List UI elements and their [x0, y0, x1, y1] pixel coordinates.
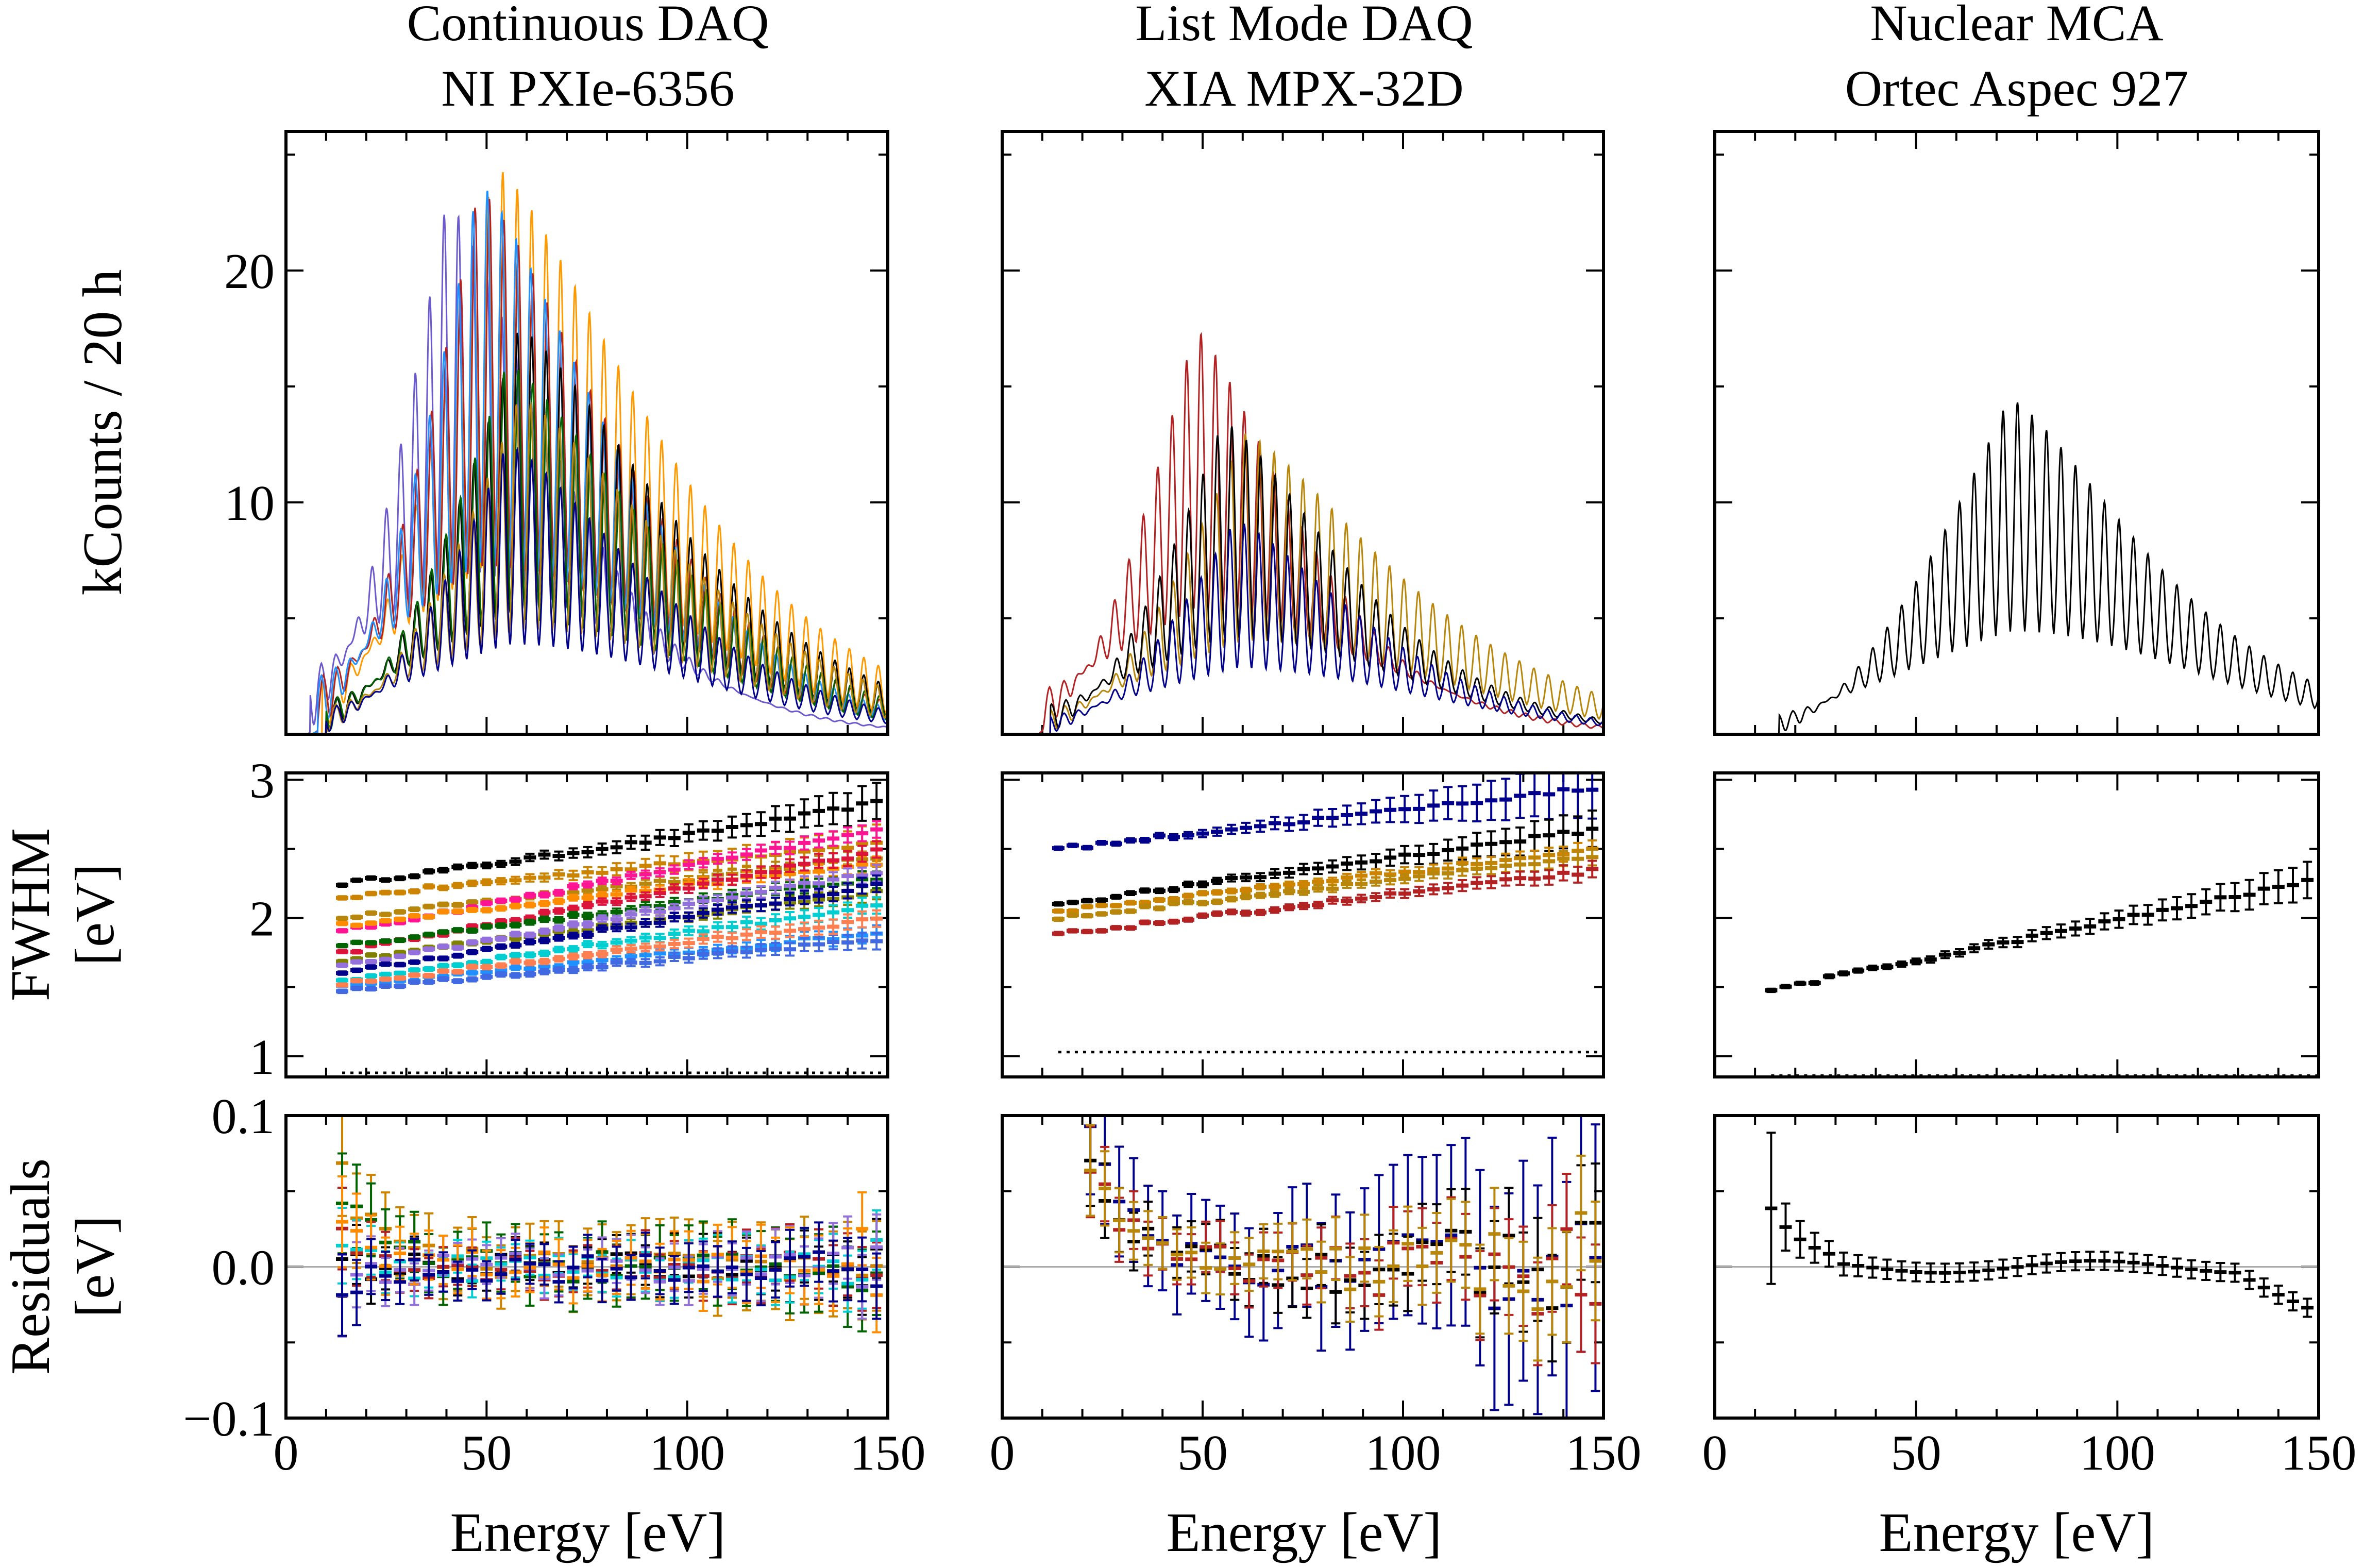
x-axis-label: Energy [eV] — [1167, 1502, 1442, 1563]
fwhm-series — [336, 909, 883, 988]
fwhm-series — [1052, 859, 1599, 936]
fwhm-series — [336, 782, 883, 888]
x-tick-label: 0 — [274, 1425, 299, 1481]
x-ticks: 0 50 100 150 — [990, 1116, 1642, 1481]
x-ticks — [1001, 131, 1605, 734]
spectrum-lines — [306, 172, 888, 734]
spectrum-lines — [1022, 332, 1603, 734]
residual-points — [286, 1116, 888, 1338]
fwhm-panel: 1 2 3 — [249, 753, 889, 1085]
fwhm-y-axis-label-line1: FWHM — [0, 828, 61, 1001]
x-tick-label: 0 — [990, 1425, 1015, 1481]
spectrum-series-line — [1022, 426, 1603, 734]
fwhm-series — [1052, 809, 1599, 907]
x-axis-label: Energy [eV] — [450, 1502, 726, 1563]
x-tick-label: 150 — [850, 1425, 926, 1481]
fwhm-points — [336, 782, 888, 1074]
y-ticks: 1 2 3 — [249, 753, 888, 1085]
y-tick-label: 0.1 — [212, 1089, 275, 1144]
y-tick-label: 1 — [249, 1030, 275, 1085]
residual-points — [1002, 1116, 1603, 1418]
panel-frame — [284, 130, 889, 736]
panel-frame — [1001, 130, 1605, 736]
residuals-y-axis-label-line2: [eV] — [64, 1216, 126, 1318]
fwhm-points — [1052, 773, 1603, 1054]
spectrum-y-axis-label: kCounts / 20 h — [72, 269, 133, 595]
residual-series — [336, 1116, 883, 1321]
panel-frame — [284, 771, 889, 1078]
column-listmode: List Mode DAQ XIA MPX-32D Energy [eV] 0 5… — [990, 0, 1642, 1563]
column-title-line1: List Mode DAQ — [1135, 0, 1473, 52]
y-ticks: −0.1 0.0 0.1 — [183, 1089, 888, 1447]
column-title-line1: Continuous DAQ — [407, 0, 769, 52]
x-tick-label: 150 — [1566, 1425, 1642, 1481]
x-tick-label: 100 — [649, 1425, 725, 1481]
column-continuous: Continuous DAQ NI PXIe-6356 Energy [eV] … — [0, 0, 926, 1563]
y-tick-label: 10 — [224, 476, 275, 531]
y-tick-label: 3 — [249, 753, 275, 808]
fwhm-series — [1052, 848, 1599, 922]
spectrum-series-line — [1022, 433, 1603, 734]
spectrum-series-line — [1022, 523, 1603, 734]
fwhm-y-axis-label-line2: [eV] — [64, 864, 126, 966]
panel-frame — [1001, 771, 1605, 1078]
y-ticks: 10 20 — [224, 154, 888, 735]
residual-series — [336, 1221, 883, 1337]
y-tick-label: 2 — [249, 891, 275, 947]
column-title-line2: XIA MPX-32D — [1144, 60, 1463, 117]
residual-series — [1084, 1124, 1602, 1362]
residual-series — [336, 1186, 883, 1312]
residuals-y-axis-label-line1: Residuals — [0, 1158, 61, 1375]
fwhm-series — [336, 864, 883, 968]
spectrum-series-line — [306, 214, 888, 734]
fwhm-series — [336, 874, 883, 976]
spectrum-series-line — [306, 446, 888, 734]
spectrum-panel — [1001, 130, 1605, 736]
panel-frame — [284, 1114, 889, 1420]
fwhm-series — [1052, 773, 1599, 851]
column-title-line2: NI PXIe-6356 — [441, 60, 734, 117]
residuals-panel: 0 50 100 150 −0.1 0.0 0.1 — [183, 1089, 925, 1481]
y-ticks — [1002, 154, 1603, 735]
y-tick-label: 20 — [224, 244, 275, 299]
spectrum-panel: 10 20 — [224, 130, 889, 736]
x-tick-label: 50 — [1177, 1425, 1228, 1481]
fwhm-panel — [1001, 771, 1605, 1078]
x-ticks: 0 50 100 150 — [274, 1116, 926, 1481]
x-tick-label: 100 — [1365, 1425, 1441, 1481]
fwhm-series — [336, 931, 883, 994]
x-tick-label: 50 — [461, 1425, 512, 1481]
y-tick-label: 0.0 — [212, 1240, 275, 1296]
residuals-panel: 0 50 100 150 — [990, 1114, 1642, 1481]
y-tick-label: −0.1 — [183, 1391, 275, 1447]
